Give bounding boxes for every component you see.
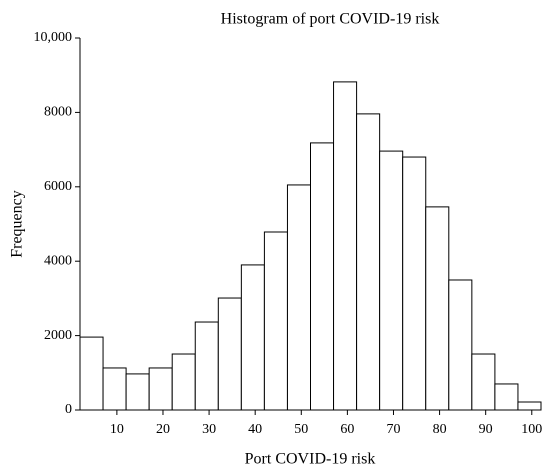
bar (494, 383, 519, 411)
bar (217, 297, 242, 411)
x-tick-label: 30 (202, 422, 216, 437)
x-tick-label: 90 (479, 422, 493, 437)
y-tick-label: 0 (65, 402, 72, 417)
x-tick-label: 50 (294, 422, 308, 437)
bar (79, 336, 104, 411)
chart-title: Histogram of port COVID-19 risk (221, 11, 440, 28)
bar (125, 373, 150, 411)
bar (194, 321, 219, 411)
bar (517, 401, 542, 411)
x-tick-label: 70 (386, 422, 400, 437)
y-tick-label: 6000 (44, 179, 72, 194)
x-tick-label: 60 (340, 422, 354, 437)
bar (333, 81, 358, 411)
bar (263, 231, 288, 411)
x-tick-label: 80 (433, 422, 447, 437)
bar (356, 113, 381, 411)
x-tick-label: 20 (156, 422, 170, 437)
bar (240, 264, 265, 411)
y-tick-label: 8000 (44, 105, 72, 120)
x-tick-label: 10 (110, 422, 124, 437)
bar (471, 353, 496, 411)
y-axis-label: Frequency (9, 190, 26, 258)
bar (102, 367, 127, 411)
bar (379, 150, 404, 411)
bar (286, 184, 312, 411)
bar (310, 142, 335, 411)
y-tick-label: 2000 (44, 328, 72, 343)
bar (148, 367, 173, 411)
y-tick-label: 10,000 (34, 30, 73, 45)
x-tick-label: 40 (248, 422, 262, 437)
bar (402, 156, 427, 411)
y-tick-label: 4000 (44, 253, 72, 268)
x-axis-label: Port COVID-19 risk (245, 451, 376, 468)
x-tick-label: 100 (521, 422, 542, 437)
bar (425, 206, 450, 411)
bar (448, 279, 473, 411)
bar (171, 353, 196, 411)
